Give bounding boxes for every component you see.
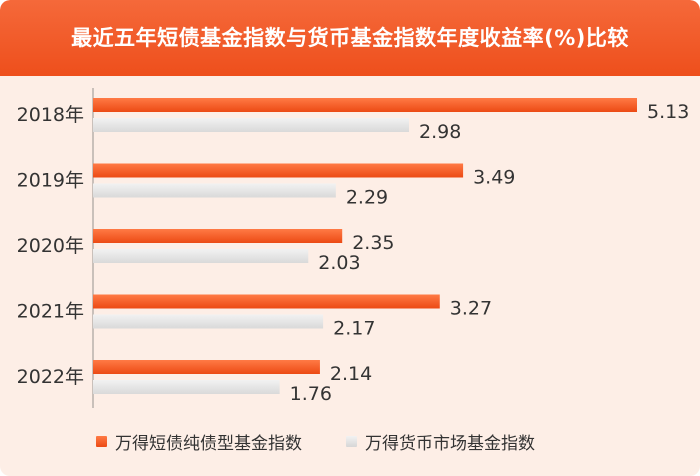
bar-series-2 [93, 380, 280, 394]
data-label-series-2: 2.29 [346, 187, 388, 209]
legend-label-series-2: 万得货币市场基金指数 [365, 433, 535, 454]
data-label-series-1: 5.13 [647, 101, 689, 123]
data-label-series-2: 2.98 [419, 121, 461, 143]
data-label-series-2: 1.76 [290, 383, 332, 405]
legend-label-series-1: 万得短债纯债型基金指数 [115, 433, 302, 454]
category-label: 2018年 [17, 104, 84, 126]
bar-series-1 [93, 163, 464, 178]
category-label: 2022年 [17, 366, 84, 388]
chart-header [0, 0, 700, 76]
category-label: 2019年 [17, 170, 84, 192]
legend-item-series-2: 万得货币市场基金指数 [346, 429, 535, 454]
category-label: 2020年 [17, 235, 84, 257]
data-label-series-1: 2.35 [352, 232, 394, 254]
bar-series-2 [93, 314, 324, 329]
chart-title: 最近五年短债基金指数与货币基金指数年度收益率(%)比较 [71, 26, 629, 50]
data-label-series-2: 2.17 [333, 318, 375, 340]
legend-swatch-series-1 [96, 435, 107, 447]
legend-swatch-series-2 [346, 435, 357, 447]
bar-series-1 [93, 360, 320, 374]
bar-series-2 [93, 118, 410, 132]
data-label-series-1: 2.14 [330, 363, 372, 385]
data-label-series-1: 3.49 [473, 167, 515, 189]
bar-series-1 [93, 294, 440, 309]
legend: 万得短债纯债型基金指数 万得货币市场基金指数 [96, 426, 579, 456]
bar-series-1 [93, 229, 343, 243]
bar-series-2 [93, 249, 309, 263]
bar-series-1 [93, 98, 637, 112]
data-label-series-1: 3.27 [450, 298, 492, 320]
bar-series-2 [93, 183, 336, 198]
category-label: 2021年 [17, 301, 84, 323]
data-label-series-2: 2.03 [318, 252, 360, 274]
legend-item-series-1: 万得短债纯债型基金指数 [96, 429, 302, 454]
